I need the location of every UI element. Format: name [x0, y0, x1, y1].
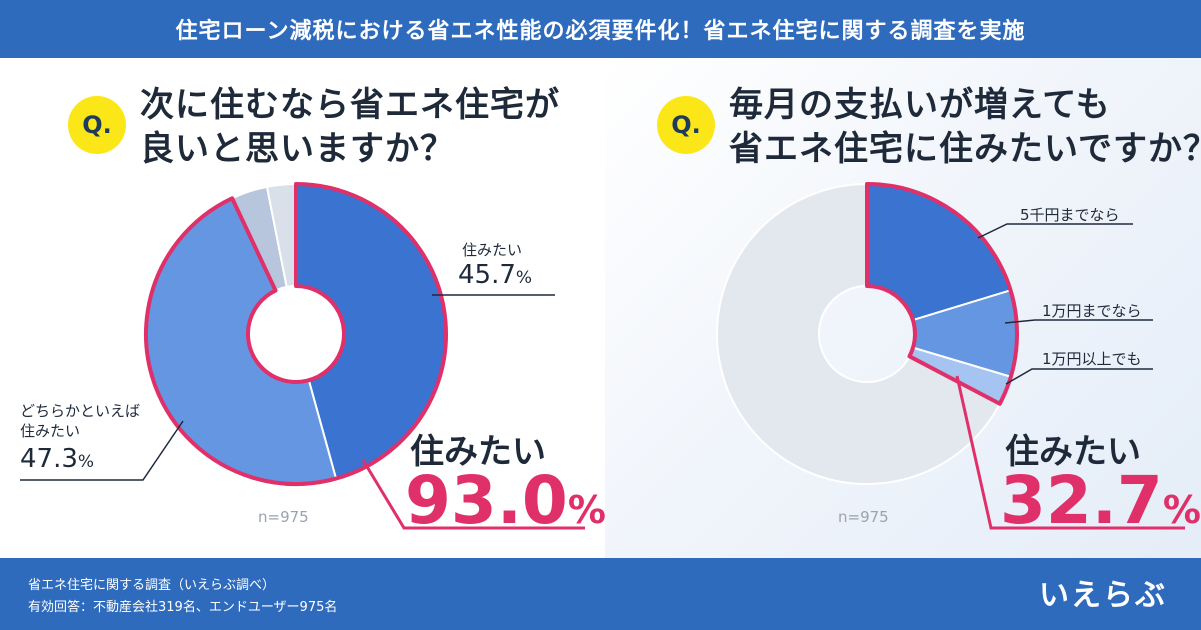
left-label-a-value-wrap: 45.7% [458, 260, 532, 290]
left-result-title: 住みたい [410, 432, 546, 472]
left-label-a-value: 45.7 [458, 260, 516, 290]
leader-line-1 [977, 223, 1133, 239]
left-result-value-wrap: 93.0% [405, 468, 606, 534]
header-bar: 住宅ローン減税における省エネ性能の必須要件化！省エネ住宅に関する調査を実施 [0, 0, 1201, 58]
result-callout-line-right [955, 375, 1185, 530]
right-result-title: 住みたい [1005, 432, 1141, 472]
result-callout-line-left [361, 459, 585, 530]
question-left-line2: 良いと思いますか？ [140, 129, 455, 169]
donut-slice-4 [716, 182, 1002, 485]
right-label-3: 1万円以上でも [1042, 350, 1142, 368]
left-result-value: 93.0 [405, 462, 568, 539]
right-result-value: 32.7 [1000, 462, 1163, 539]
ierabu-logo: いえらぶ [1029, 570, 1177, 614]
left-label-b-pct: % [77, 452, 95, 472]
left-label-b-title-line1: どちらかといえば [20, 402, 141, 420]
footer-respondents: 有効回答：不動産会社319名、エンドユーザー975名 [28, 600, 338, 615]
question-right-line1: 毎月の支払いが増えても [729, 85, 1111, 125]
question-badge-left: Q. [68, 96, 126, 154]
right-result-value-wrap: 32.7% [1000, 468, 1201, 534]
left-label-b-title-line2: 住みたい [20, 422, 81, 440]
footer-survey-title: 省エネ住宅に関する調査（いえらぶ調べ） [28, 578, 276, 593]
donut-chart-left [20, 182, 585, 530]
header-title: 住宅ローン減税における省エネ性能の必須要件化！省エネ住宅に関する調査を実施 [175, 19, 1026, 44]
leader-line-3 [1005, 368, 1153, 385]
donut-chart-right [716, 182, 1185, 530]
right-n-label: n=975 [838, 508, 889, 526]
leader-line-2 [1004, 319, 1153, 324]
leader-line-b [20, 420, 184, 481]
highlight-outline [144, 182, 448, 486]
right-label-1: 5千円までなら [1020, 206, 1120, 224]
left-label-a-title: 住みたい [462, 241, 523, 259]
left-label-b-value: 47.3 [20, 444, 78, 474]
footer-bar: 省エネ住宅に関する調査（いえらぶ調べ） 有効回答：不動産会社319名、エンドユー… [0, 558, 1201, 630]
question-right-line2: 省エネ住宅に住みたいですか？ [729, 129, 1201, 169]
question-left-line1: 次に住むなら省エネ住宅が [140, 85, 560, 125]
question-badge-right: Q. [657, 96, 715, 154]
right-label-2: 1万円までなら [1042, 302, 1142, 320]
left-panel: Q. 次に住むなら省エネ住宅が 良いと思いますか？ 住みたい 45.7% どちら… [0, 58, 606, 558]
logo-text: いえらぶ [1039, 578, 1167, 613]
left-n-label: n=975 [258, 508, 309, 526]
left-label-a-pct: % [515, 268, 533, 288]
right-panel: Q. 毎月の支払いが増えても 省エネ住宅に住みたいですか？ 5千円までなら 1万… [605, 58, 1201, 558]
highlight-outline [865, 182, 1019, 406]
left-result-pct: % [567, 488, 606, 532]
right-result-pct: % [1162, 488, 1201, 532]
left-label-b-value-wrap: 47.3% [20, 444, 94, 474]
